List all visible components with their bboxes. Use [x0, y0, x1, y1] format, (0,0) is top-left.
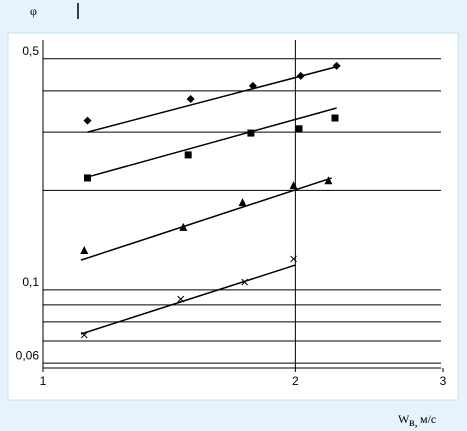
point	[238, 198, 247, 207]
x-tick-label: 2	[292, 374, 299, 388]
point	[247, 129, 255, 137]
plot-frame	[7, 32, 459, 401]
y-tick-label: 0,5	[22, 44, 39, 58]
trend-line	[80, 177, 332, 261]
point	[80, 331, 88, 339]
point	[177, 295, 185, 303]
point	[83, 116, 92, 125]
point	[186, 94, 195, 103]
point	[295, 125, 303, 133]
point	[248, 81, 257, 90]
point	[80, 246, 89, 255]
point	[296, 71, 305, 80]
trend-line	[84, 107, 337, 179]
point	[179, 222, 188, 231]
point	[324, 176, 333, 185]
point	[83, 174, 91, 182]
y-tick-label: 0,06	[16, 348, 40, 362]
point	[290, 255, 297, 263]
x-axis-label-unit: м/с	[420, 412, 436, 426]
trend-line	[87, 65, 341, 133]
y-tick-label: 0,1	[22, 275, 39, 289]
point	[332, 61, 341, 70]
point	[241, 278, 249, 286]
trend-line	[80, 264, 296, 335]
x-tick-label: 1	[40, 374, 47, 388]
point	[331, 114, 339, 122]
x-tick-label: 3	[440, 374, 447, 388]
point	[184, 151, 192, 159]
point	[289, 181, 298, 190]
y-axis-label: φ	[30, 4, 37, 18]
x-axis-label: W	[398, 412, 410, 426]
x-axis-label-sub: в,	[409, 415, 418, 429]
